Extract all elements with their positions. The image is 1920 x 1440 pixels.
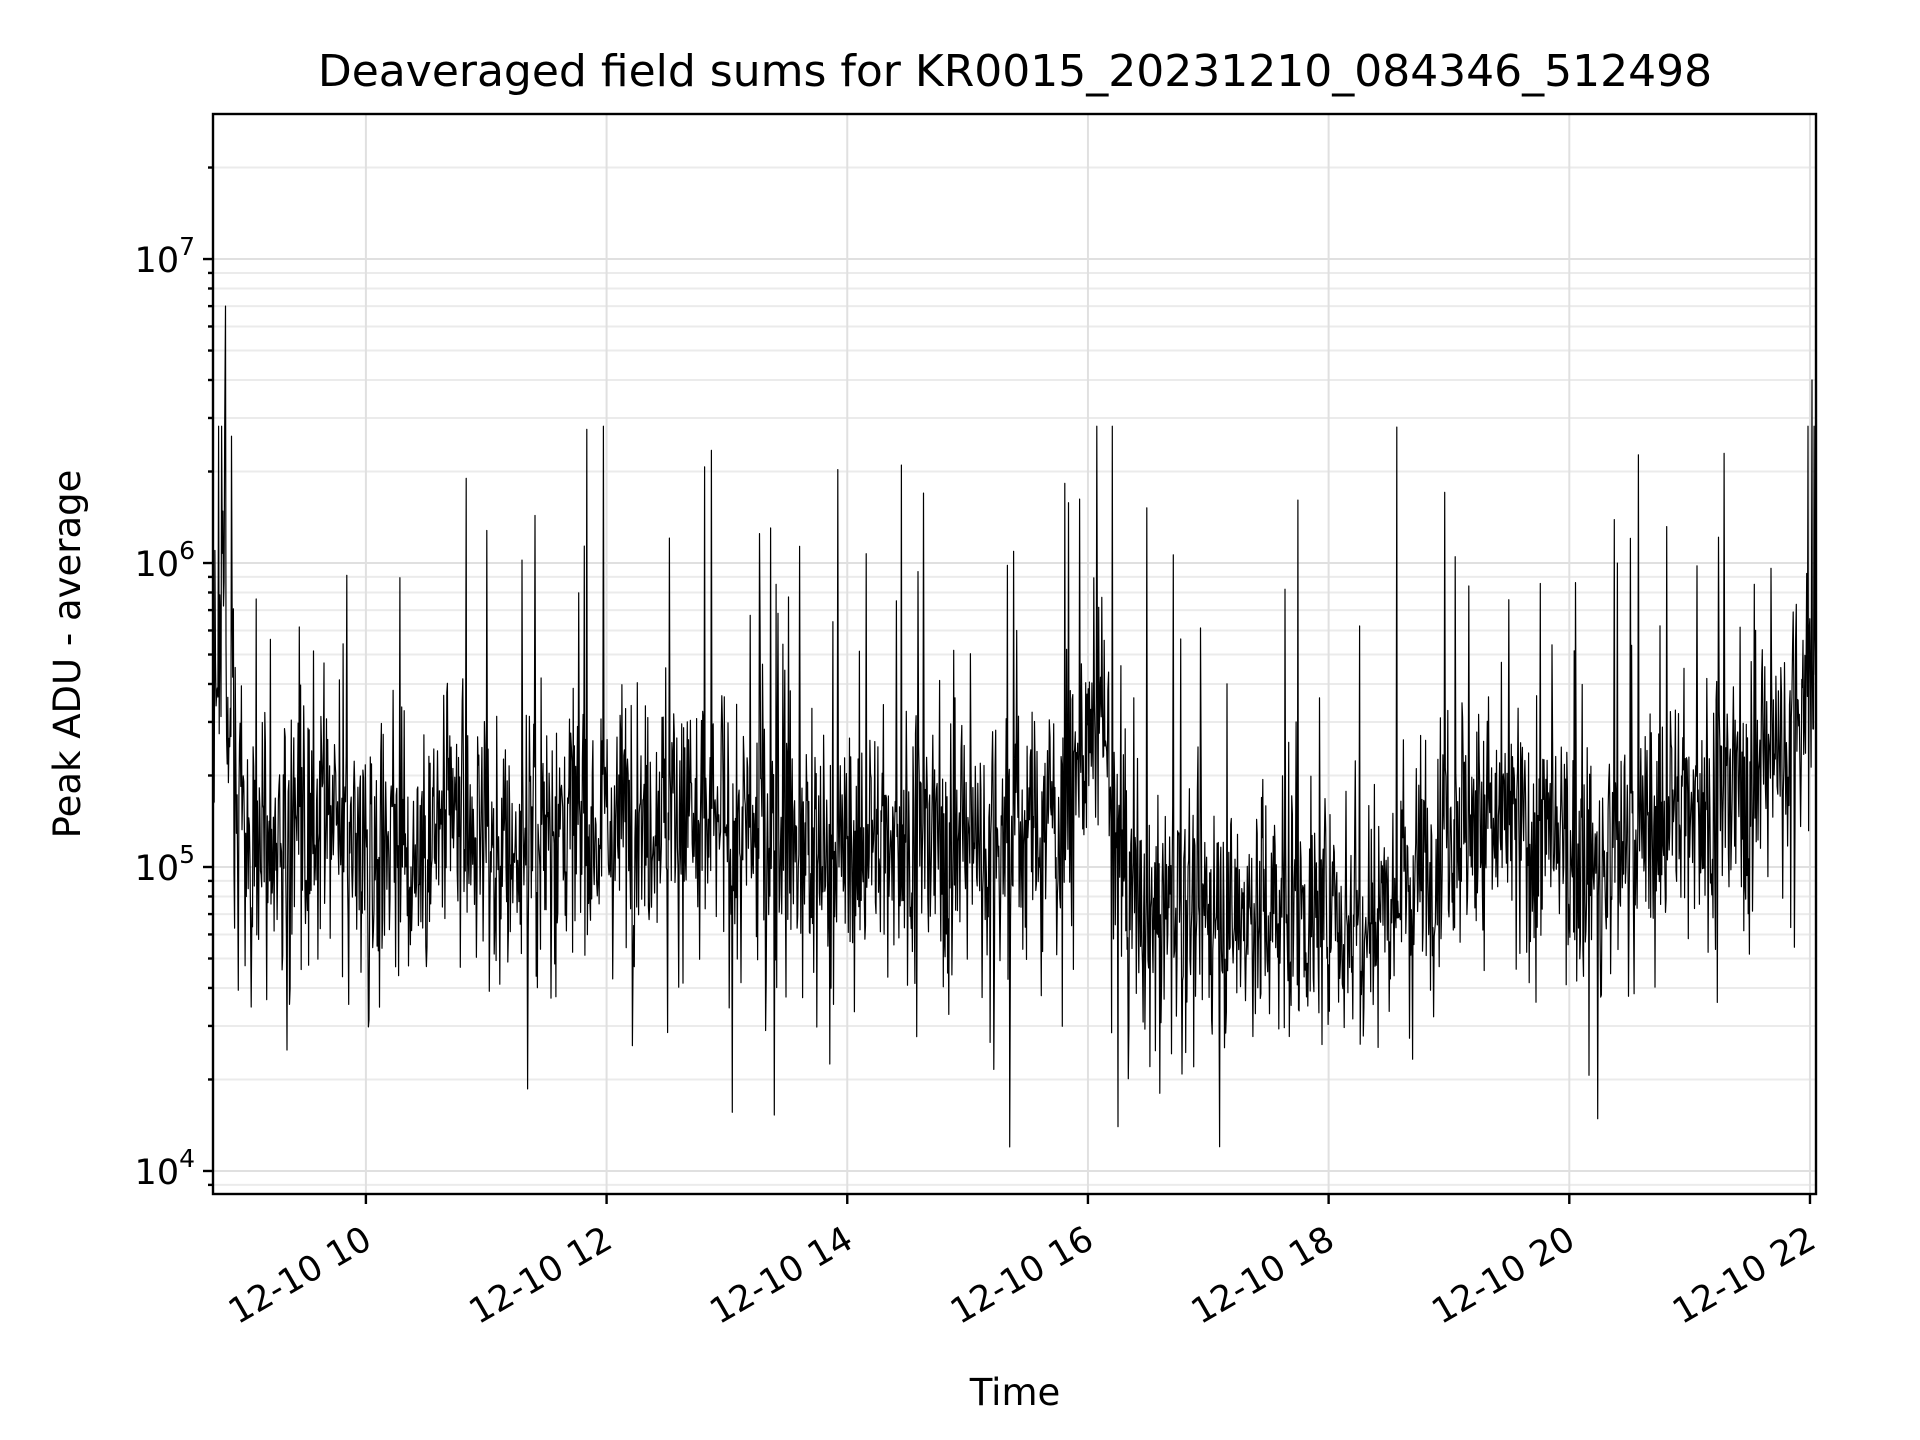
y-tick-label: 104 bbox=[135, 1144, 195, 1193]
minor-grid bbox=[213, 166, 1816, 1186]
y-axis-label: Peak ADU - average bbox=[46, 470, 89, 839]
y-tick-label: 107 bbox=[135, 232, 195, 281]
series-line bbox=[213, 305, 1816, 1148]
x-tick-label: 12-10 20 bbox=[1426, 1219, 1582, 1332]
x-tick-label: 12-10 10 bbox=[222, 1219, 378, 1332]
y-tick-label: 105 bbox=[135, 840, 195, 889]
x-tick-label: 12-10 18 bbox=[1185, 1219, 1341, 1332]
series-layer bbox=[213, 305, 1816, 1148]
x-axis-ticks: 12-10 10 12-10 12 12-10 14 12-10 16 12-10 18… bbox=[222, 1194, 1822, 1332]
chart-title: Deaveraged field sums for KR0015_2023121… bbox=[318, 46, 1712, 97]
y-tick-label: 106 bbox=[135, 536, 195, 585]
x-tick-label: 12-10 12 bbox=[463, 1219, 619, 1332]
x-axis-label: Time bbox=[969, 1371, 1061, 1414]
x-tick-label: 12-10 22 bbox=[1666, 1219, 1822, 1332]
x-tick-label: 12-10 16 bbox=[944, 1219, 1100, 1332]
y-axis-ticks: 104 105 106 107 bbox=[135, 166, 213, 1193]
x-tick-label: 12-10 14 bbox=[703, 1219, 859, 1332]
